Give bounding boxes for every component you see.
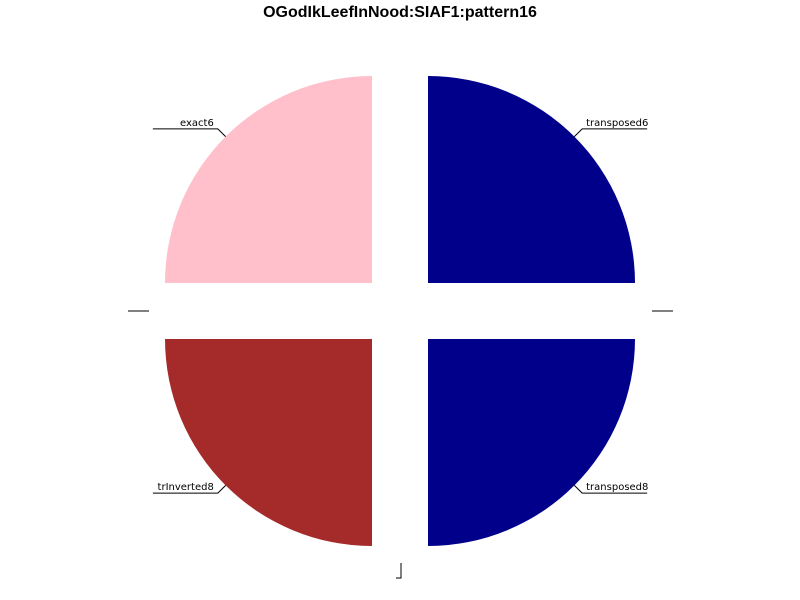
pie-slice-transposed6 xyxy=(428,76,635,283)
stray-ticks xyxy=(128,310,673,579)
leader-line-transposed6 xyxy=(574,128,648,137)
pie-slices xyxy=(165,76,635,546)
slice-label-exact6: exact6 xyxy=(180,118,214,129)
chart-title: OGodIkLeefInNood:SIAF1:pattern16 xyxy=(263,4,537,21)
slice-label-transposed8: transposed8 xyxy=(586,482,648,493)
pie-labels: transposed6 exact6 trInverted8 transposed8 xyxy=(152,118,648,494)
tick-mark-bottom xyxy=(396,563,402,579)
leader-line-exact6 xyxy=(152,128,226,137)
pie-slice-transposed8 xyxy=(428,339,635,546)
pie-slice-trInverted8 xyxy=(165,339,372,546)
slice-label-transposed6: transposed6 xyxy=(586,118,648,129)
slice-label-trInverted8: trInverted8 xyxy=(158,482,214,493)
pie-slice-exact6 xyxy=(165,76,372,283)
leader-line-transposed8 xyxy=(574,485,648,494)
leader-line-trInverted8 xyxy=(152,485,226,494)
